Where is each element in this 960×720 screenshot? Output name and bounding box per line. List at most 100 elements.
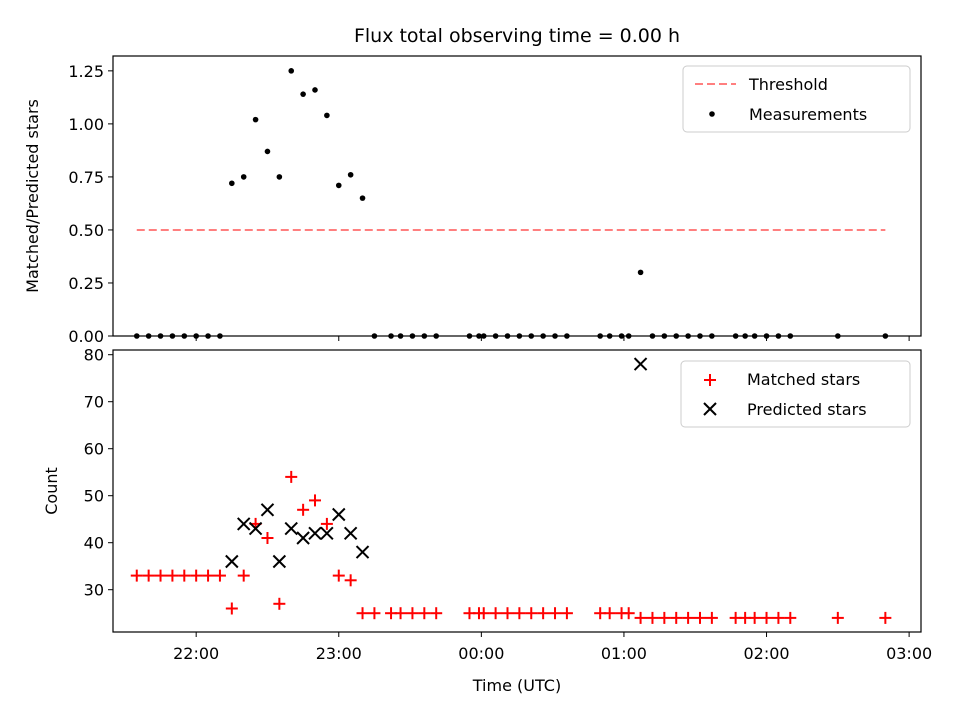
matched-stars-point — [489, 607, 502, 620]
top-panel: 0.00 0.25 0.50 0.75 1.00 1.25 Matched/Predict… — [23, 55, 922, 346]
matched-stars-point — [297, 503, 310, 516]
matched-stars-point — [344, 574, 357, 587]
bottom-y-tick-label: 70 — [84, 393, 104, 412]
matched-legend-swatch — [704, 374, 716, 386]
top-y-tick-label: 0.75 — [68, 168, 104, 187]
top-x-ticks — [195, 336, 910, 341]
measurements-legend-label: Measurements — [749, 105, 867, 124]
top-y-tick-label: 0.50 — [68, 221, 104, 240]
predicted-stars-point — [225, 554, 239, 569]
top-legend: Threshold Measurements — [682, 65, 911, 133]
matched-stars-point — [190, 569, 203, 582]
matched-stars-point — [549, 607, 562, 620]
matched-stars-point — [477, 607, 490, 620]
matched-stars-point — [537, 607, 550, 620]
matched-stars-point — [320, 517, 333, 530]
threshold-legend-label: Threshold — [748, 75, 828, 94]
predicted-stars-point — [260, 503, 275, 517]
matched-stars-point — [225, 602, 238, 615]
matched-stars-point — [760, 611, 773, 624]
measurements-point — [347, 171, 354, 178]
measurements-point — [240, 174, 247, 180]
top-y-tick-label: 1.00 — [68, 115, 104, 134]
matched-stars-point — [748, 611, 761, 624]
measurements-point — [276, 174, 283, 180]
bottom-x-ticks: 22:00 23:00 00:00 01:00 02:00 03:00 — [173, 632, 932, 663]
matched-stars-point — [682, 611, 695, 624]
bottom-x-tick-label: 02:00 — [743, 644, 789, 663]
matched-stars-point — [513, 607, 526, 620]
top-axes-frame — [112, 55, 922, 337]
matched-stars-point — [603, 607, 616, 620]
bottom-x-tick-label: 22:00 — [173, 644, 219, 663]
bottom-plot-marks — [130, 357, 892, 624]
bottom-y-tick-label: 40 — [84, 534, 104, 553]
matched-stars-point — [202, 569, 215, 582]
predicted-stars-point — [320, 526, 334, 541]
matched-stars-point — [525, 607, 538, 620]
matched-stars-point — [501, 607, 514, 620]
top-y-axis-label: Matched/Predicted stars — [23, 99, 42, 293]
matched-stars-point — [130, 569, 143, 582]
bottom-y-tick-label: 50 — [84, 487, 104, 506]
bottom-legend-box — [680, 360, 911, 428]
bottom-y-tick-label: 30 — [84, 581, 104, 600]
measurements-legend-swatch — [709, 111, 715, 117]
predicted-stars-point — [296, 531, 310, 545]
matched-stars-point — [154, 569, 167, 582]
predicted-stars-point — [284, 521, 298, 536]
matched-stars-point — [394, 607, 407, 620]
bottom-axes-frame — [112, 349, 922, 633]
predicted-stars-point — [308, 526, 322, 541]
predicted-stars-point — [236, 517, 251, 531]
matched-stars-point — [309, 494, 321, 507]
matched-stars-point — [430, 607, 443, 620]
bottom-x-tick-label: 00:00 — [458, 644, 504, 663]
matched-stars-point — [237, 569, 250, 582]
measurements-point — [252, 116, 259, 123]
figure-title: Flux total observing time = 0.00 h — [354, 25, 680, 47]
bottom-x-axis-label: Time (UTC) — [472, 676, 561, 695]
predicted-stars-point — [272, 554, 287, 569]
predicted-legend-swatch — [703, 402, 717, 416]
measurements-point — [312, 87, 318, 93]
matched-legend-label: Matched stars — [747, 370, 860, 389]
measurements-point — [229, 180, 235, 187]
bottom-legend: Matched stars Predicted stars — [680, 360, 911, 428]
matched-stars-point — [356, 607, 369, 620]
predicted-stars-point — [248, 521, 263, 536]
matched-stars-point — [634, 611, 647, 624]
measurements-point — [300, 91, 306, 97]
bottom-y-tick-label: 80 — [84, 346, 104, 365]
top-y-ticks: 0.00 0.25 0.50 0.75 1.00 1.25 — [68, 62, 113, 346]
measurements-point — [264, 148, 271, 155]
top-y-tick-label: 0.00 — [68, 327, 104, 346]
predicted-stars-point — [332, 507, 346, 522]
predicted-stars-point — [633, 357, 648, 371]
matched-stars-point — [705, 611, 718, 624]
matched-stars-point — [261, 532, 274, 544]
predicted-stars-point — [355, 545, 370, 559]
measurements-point — [637, 269, 644, 276]
matched-stars-point — [560, 607, 573, 620]
matched-stars-point — [142, 569, 155, 582]
matched-stars-point — [879, 611, 892, 624]
matched-stars-point — [418, 607, 431, 620]
top-y-tick-label: 1.25 — [68, 62, 104, 81]
measurements-point — [324, 112, 330, 119]
bottom-x-tick-label: 01:00 — [601, 644, 647, 663]
top-y-tick-label: 0.25 — [68, 274, 104, 293]
bottom-y-tick-label: 60 — [84, 440, 104, 459]
matched-stars-point — [285, 470, 298, 483]
measurements-point — [335, 182, 342, 189]
bottom-panel: 30 40 50 60 70 80 22:00 23:00 00:00 01:00 02:00 03… — [42, 346, 932, 695]
matched-stars-point — [273, 597, 286, 610]
measurements-point — [359, 195, 366, 201]
matched-stars-point — [622, 607, 635, 620]
matched-stars-point — [646, 611, 659, 624]
matched-stars-point — [213, 569, 226, 582]
matched-stars-point — [332, 569, 345, 582]
matched-stars-point — [658, 611, 671, 624]
matched-stars-point — [831, 611, 844, 624]
